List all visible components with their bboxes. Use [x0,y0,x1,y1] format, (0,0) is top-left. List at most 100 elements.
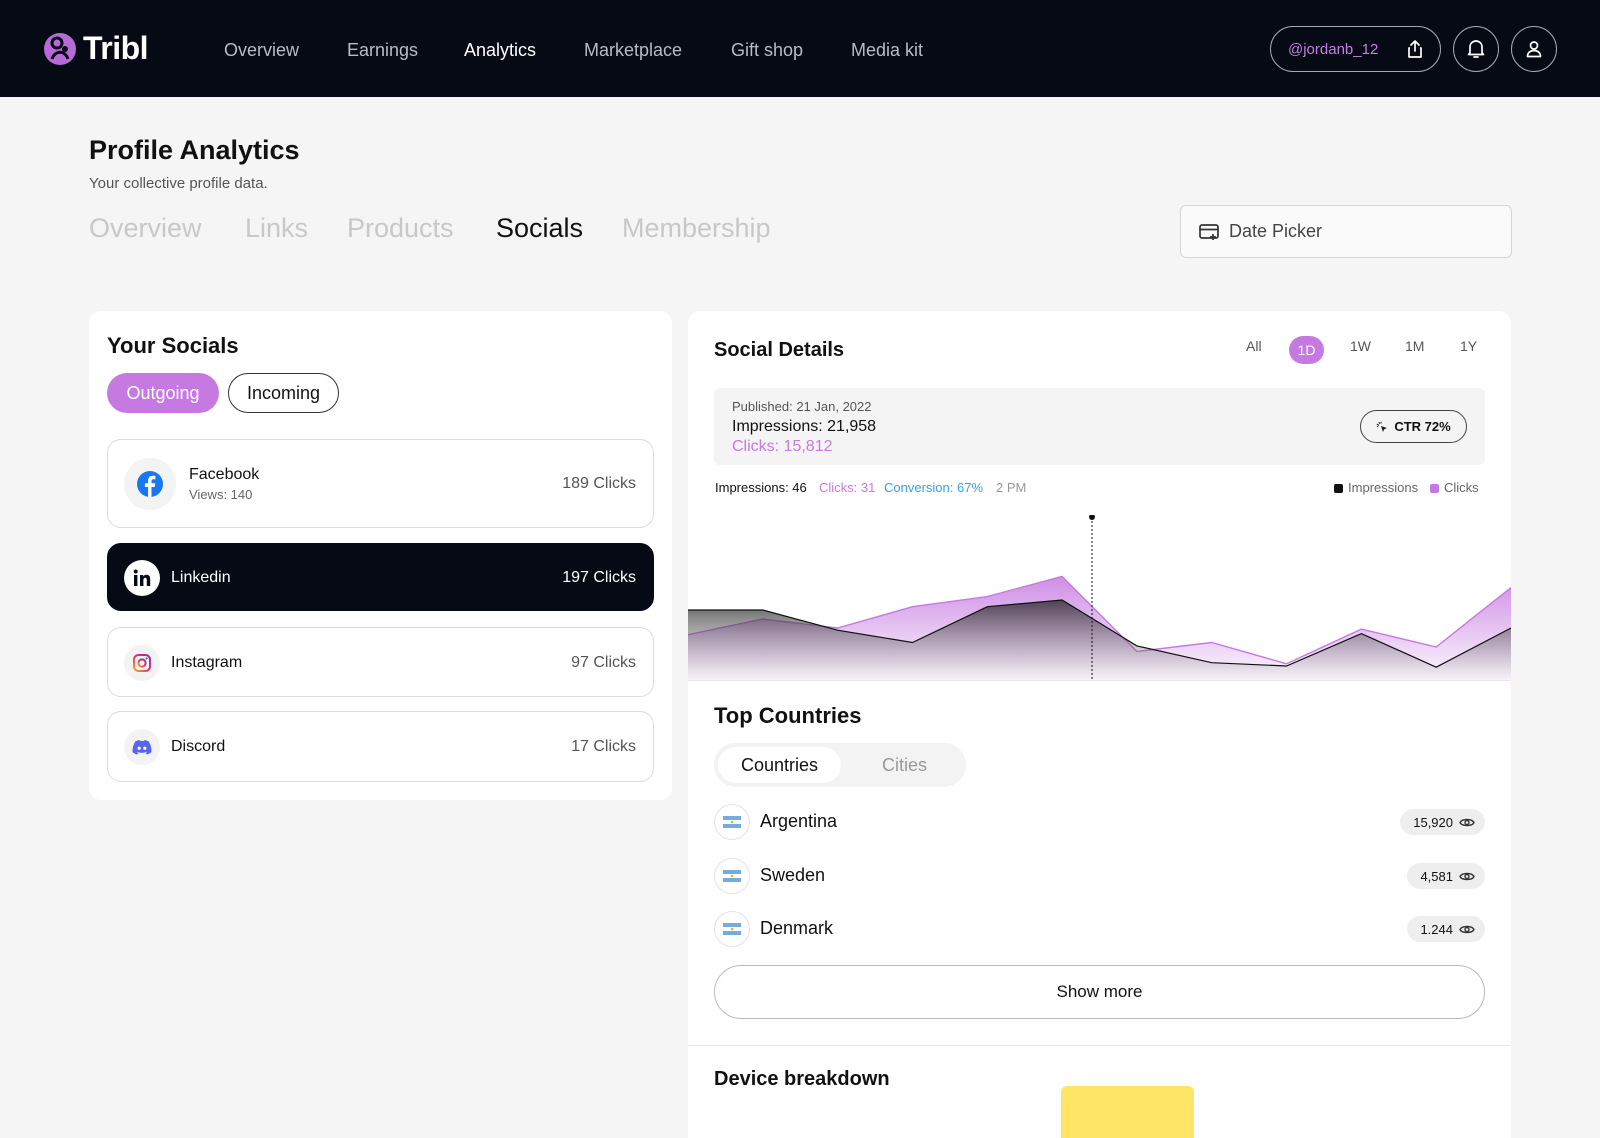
total-impressions: Impressions: 21,958 [732,418,877,435]
notifications-button[interactable] [1453,26,1499,72]
top-countries-title: Top Countries [714,703,862,728]
nav-gift-shop[interactable]: Gift shop [731,40,804,60]
ctr-badge: CTR 72% [1360,410,1467,443]
published-date: Published: 21 Jan, 2022 [732,399,872,414]
socials-title: Your Socials [107,333,239,358]
calendar-card-icon [1199,223,1219,240]
country-count: 1.244 [1407,916,1485,942]
range-1d[interactable]: 1D [1289,336,1324,364]
facebook-icon [124,458,176,510]
range-1y[interactable]: 1Y [1460,338,1478,354]
social-clicks: 97 Clicks [571,654,636,671]
range-1m[interactable]: 1M [1405,338,1425,354]
eye-icon [1459,925,1475,933]
nav-marketplace[interactable]: Marketplace [584,40,683,60]
total-clicks: Clicks: 15,812 [732,438,833,455]
incoming-toggle[interactable]: Incoming [228,373,339,413]
legend-label-impressions: Impressions [1348,480,1419,495]
brand-logo[interactable]: Tribl [43,30,149,67]
flag-icon [714,858,750,894]
top-navigation-bar: Tribl Overview Earnings Analytics Market… [0,0,1600,97]
cursor-click-icon [1377,421,1388,432]
nav-overview[interactable]: Overview [224,40,300,60]
social-name: Discord [171,738,226,755]
social-clicks: 189 Clicks [562,475,636,492]
social-row-linkedin[interactable]: Linkedin 197 Clicks [107,543,654,611]
range-all[interactable]: All [1246,338,1262,354]
social-clicks: 17 Clicks [571,738,636,755]
date-picker[interactable]: Date Picker [1180,205,1512,258]
outgoing-toggle[interactable]: Outgoing [107,373,219,413]
country-name: Sweden [760,865,826,885]
profile-handle-pill[interactable]: @jordanb_12 [1270,26,1441,72]
country-row: Denmark 1.244 [714,909,1485,949]
section-divider [688,680,1511,681]
page-title: Profile Analytics [89,135,300,165]
social-row-discord[interactable]: Discord 17 Clicks [107,711,654,782]
profile-handle: @jordanb_12 [1288,40,1379,58]
series-area-impressions [688,600,1511,680]
flag-icon [714,804,750,840]
brand-name: Tribl [83,30,149,66]
tab-products[interactable]: Products [347,213,454,243]
series-line-impressions [688,599,1511,668]
hover-impressions: Impressions: 46 [715,480,807,495]
nav-analytics[interactable]: Analytics [464,40,537,60]
tab-socials[interactable]: Socials [496,213,584,243]
device-bar [1061,1086,1194,1138]
social-row-facebook[interactable]: Facebook Views: 140 189 Clicks [107,439,654,528]
tab-links[interactable]: Links [245,213,309,243]
post-summary-box [714,388,1485,465]
hover-clicks: Clicks: 31 [819,480,876,495]
social-details-chart[interactable] [688,515,1511,680]
eye-icon [1459,818,1475,826]
country-count-value: 4,581 [1420,868,1453,884]
share-icon[interactable] [1405,39,1425,59]
social-name: Linkedin [171,569,231,586]
instagram-icon [124,645,160,681]
linkedin-icon [124,560,160,596]
legend-label-clicks: Clicks [1444,480,1479,495]
country-row: Argentina 15,920 [714,802,1485,842]
flag-icon [714,911,750,947]
country-name: Argentina [760,811,838,831]
social-row-instagram[interactable]: Instagram 97 Clicks [107,627,654,697]
segment-countries[interactable]: Countries [718,747,841,783]
country-row: Sweden 4,581 [714,856,1485,896]
social-details-title: Social Details [714,339,845,361]
legend-impressions: Impressions [1334,480,1418,495]
social-views: Views: 140 [189,487,253,502]
show-more-button[interactable]: Show more [714,965,1485,1019]
user-icon [1526,41,1542,58]
segment-cities[interactable]: Cities [881,754,927,775]
tribl-logo-icon [44,32,76,65]
page-subtitle: Your collective profile data. [89,175,268,192]
tab-overview[interactable]: Overview [89,213,202,243]
country-name: Denmark [760,918,834,938]
country-count-value: 15,920 [1413,814,1453,830]
ctr-value: CTR 72% [1394,419,1451,434]
hover-time: 2 PM [996,480,1027,495]
tab-membership[interactable]: Membership [622,213,771,243]
country-count: 15,920 [1400,809,1485,835]
legend-clicks: Clicks [1430,480,1479,495]
date-picker-label: Date Picker [1229,221,1323,241]
social-name: Facebook [189,466,260,483]
hover-guide-dot [1089,515,1096,520]
account-button[interactable] [1511,26,1557,72]
section-divider [688,1045,1511,1046]
discord-icon [124,729,160,765]
hover-conversion: Conversion: 67% [884,480,983,495]
legend-swatch-impressions [1334,484,1343,494]
nav-media-kit[interactable]: Media kit [851,40,924,60]
country-count-value: 1.244 [1420,921,1453,937]
nav-earnings[interactable]: Earnings [347,40,419,60]
legend-swatch-clicks [1430,484,1439,494]
social-clicks: 197 Clicks [562,569,636,586]
device-breakdown-title: Device breakdown [714,1068,890,1090]
bell-icon [1467,40,1485,58]
social-name: Instagram [171,654,243,671]
range-1w[interactable]: 1W [1350,338,1371,354]
eye-icon [1459,872,1475,880]
country-count: 4,581 [1407,863,1485,889]
